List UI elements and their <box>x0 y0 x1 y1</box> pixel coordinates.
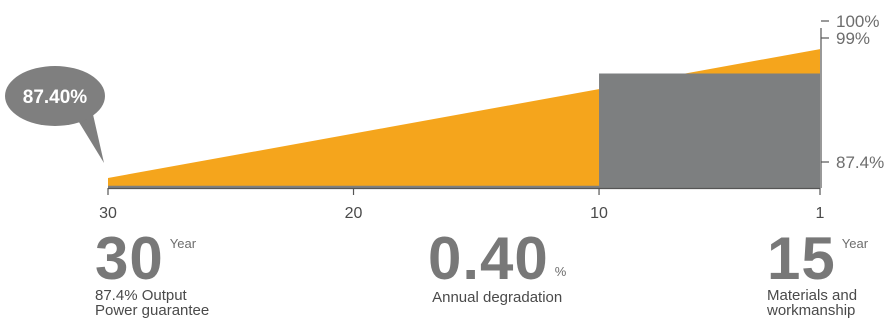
callout-label: 87.40% <box>23 87 88 108</box>
stat-desc-line2: workmanship <box>767 302 856 319</box>
callout-pointer <box>74 110 104 163</box>
callout-shape <box>5 66 105 126</box>
stat-annual-degradation: 0.40 % Annual degradation <box>428 225 567 306</box>
x-tick-label: 1 <box>816 205 825 222</box>
x-tick-label: 10 <box>590 205 608 222</box>
stat-materials-years: 15 Year Materials and workmanship <box>767 225 869 319</box>
stat-value: 0.40 <box>428 225 549 292</box>
stat-value: 30 <box>95 225 164 292</box>
y-tick-label: 87.4% <box>836 153 884 172</box>
stat-unit: Year <box>841 236 869 251</box>
stat-value: 15 <box>767 225 836 292</box>
y-tick-label: 99% <box>836 29 870 48</box>
stat-desc-line2: Power guarantee <box>95 302 210 319</box>
stat-desc-line1: Annual degradation <box>432 289 563 306</box>
x-tick-label: 30 <box>99 205 117 222</box>
stat-unit: Year <box>169 236 197 251</box>
stat-unit: % <box>554 264 567 279</box>
stat-desc-line1: 87.4% Output <box>95 287 187 304</box>
stat-desc-line1: Materials and <box>767 287 858 304</box>
callout-bubble: 87.40% <box>5 66 105 163</box>
y-tick-label: 100% <box>836 12 879 31</box>
x-tick-label: 20 <box>345 205 363 222</box>
stat-warranty-years: 30 Year 87.4% Output Power guarantee <box>95 225 210 319</box>
step-warranty-area <box>108 73 820 188</box>
